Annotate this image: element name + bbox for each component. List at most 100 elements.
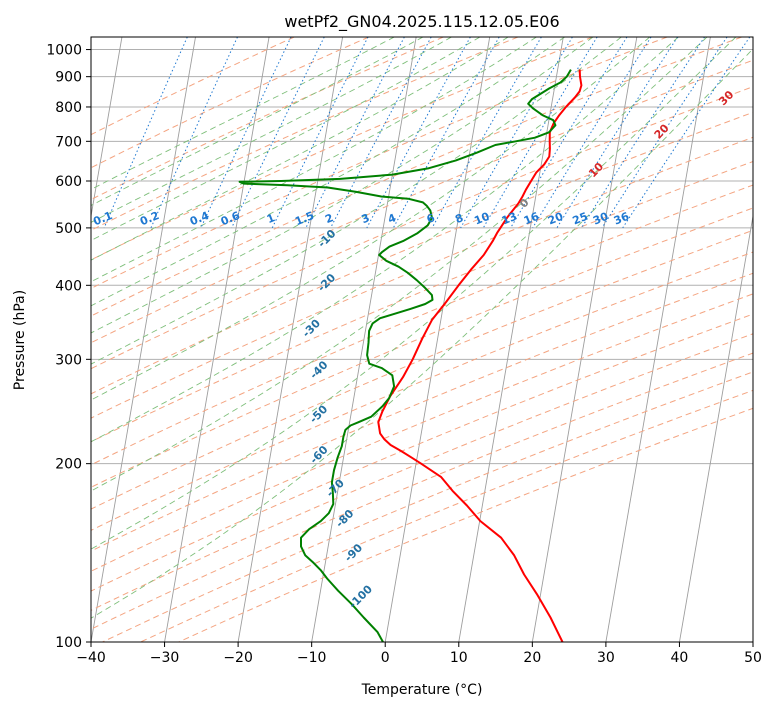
mixing-ratio-line — [460, 37, 573, 229]
y-tick-label: 300 — [55, 352, 82, 368]
isotherm-line — [384, 37, 491, 642]
mixing-ratio-label: 3 — [359, 211, 371, 226]
isotherm-line — [679, 213, 753, 642]
dry-adiabat-line — [91, 37, 593, 261]
x-tick-label: 40 — [671, 650, 689, 666]
isotherm-line — [752, 639, 753, 642]
mixing-ratio-line — [556, 37, 679, 229]
dewpoint-line — [238, 69, 572, 642]
dry-adiabat-line — [91, 37, 295, 136]
dry-adiabat-line — [91, 251, 753, 531]
x-axis: −40 −30 −20 −10 0 10 20 30 40 50 — [76, 642, 762, 666]
dry-adiabat-line — [91, 37, 369, 169]
x-tick-label: −10 — [297, 650, 327, 666]
dry-adiabat-line — [91, 313, 753, 592]
moist-adiabat-line — [91, 37, 651, 401]
mixing-ratio-line — [622, 37, 751, 229]
moist-adiabat-line — [91, 37, 395, 190]
x-tick-label: 30 — [597, 650, 615, 666]
adiabat-label: -10 — [315, 227, 338, 250]
mixing-ratio-label: 6 — [425, 211, 437, 226]
isotherm-line — [91, 37, 196, 642]
mixing-ratio-line — [601, 37, 728, 229]
adiabat-label: -60 — [307, 443, 330, 466]
dry-adiabat-line — [91, 333, 753, 611]
x-axis-label: Temperature (°C) — [361, 682, 483, 698]
dry-adiabat-line — [91, 37, 444, 201]
mixing-ratio-label: 8 — [453, 211, 465, 226]
dry-adiabat-line — [178, 407, 753, 642]
dry-adiabat-line — [91, 37, 519, 231]
adiabat-label: -40 — [307, 358, 330, 381]
dry-adiabat-line — [91, 272, 753, 552]
adiabat-label: 30 — [716, 88, 736, 108]
mixing-ratio-label: 4 — [386, 211, 398, 226]
x-tick-label: −40 — [76, 650, 106, 666]
moist-adiabat-line — [91, 37, 424, 206]
plot-frame — [90, 36, 754, 643]
y-axis-label: Pressure (hPa) — [12, 290, 28, 390]
moist-adiabat-line — [91, 37, 565, 307]
chart-title: wetPf2_GN04.2025.115.12.05.E06 — [284, 12, 559, 32]
mixing-ratio-line — [305, 37, 405, 229]
y-tick-label: 400 — [55, 278, 82, 294]
moist-adiabat-line — [91, 37, 679, 443]
x-tick-label: −30 — [150, 650, 180, 666]
mixing-ratio-line — [482, 37, 598, 229]
isotherm-line — [311, 37, 417, 642]
mixing-ratio-label: 2 — [323, 211, 335, 226]
adiabat-label: -20 — [315, 271, 338, 294]
isotherm-line — [458, 37, 564, 642]
dry-adiabat-line — [91, 37, 668, 289]
y-axis: 100 200 300 400 500 600 700 800 900 1000 — [46, 43, 91, 651]
isotherm-line — [531, 37, 638, 642]
mixing-ratio-label: 13 — [500, 210, 519, 228]
x-tick-label: 50 — [744, 650, 762, 666]
temperature-line — [377, 69, 583, 642]
moist-adiabat-line — [91, 37, 594, 334]
isotherm-line — [605, 37, 711, 642]
dry-adiabat-line — [91, 59, 753, 344]
mixing-ratio-line — [366, 37, 471, 229]
adiabat-label: -70 — [324, 476, 347, 499]
y-tick-label: 500 — [55, 221, 82, 237]
y-tick-label: 1000 — [46, 43, 82, 59]
sounding-lines — [238, 69, 583, 642]
moist-adiabat-line — [91, 37, 452, 223]
mixing-ratio-line — [532, 37, 652, 229]
adiabat-label: -100 — [346, 582, 375, 611]
dry-adiabat-line — [140, 389, 753, 642]
x-tick-label: 10 — [450, 650, 468, 666]
mixing-ratio-label: 16 — [522, 210, 541, 228]
moist-adiabat-line — [91, 37, 537, 283]
mixing-ratio-line — [103, 37, 188, 229]
y-tick-label: 800 — [55, 100, 82, 116]
moist-adiabat-line — [91, 48, 753, 619]
moist-adiabat-line — [91, 37, 737, 550]
y-tick-label: 700 — [55, 134, 82, 150]
y-tick-label: 200 — [55, 457, 82, 473]
mixing-ratio-label: 0.4 — [188, 209, 211, 228]
mixing-ratio-line — [581, 37, 706, 229]
mixing-ratio-line — [150, 37, 238, 229]
mixing-ratio-line — [392, 37, 500, 229]
adiabat-label: -30 — [300, 317, 323, 340]
mixing-ratio-label: 1 — [265, 211, 277, 226]
isotherm-line — [91, 37, 123, 219]
dry-adiabat-line — [91, 184, 753, 466]
mixing-ratio-label: 10 — [472, 210, 491, 228]
background-lines — [91, 37, 753, 642]
moist-adiabat-line — [91, 37, 509, 261]
line-labels: 0.1 0.2 0.4 0.6 1 1.5 2 3 4 6 8 10 13 16 20 25 30 36-100-… — [91, 88, 736, 611]
mixing-ratio-line — [510, 37, 628, 229]
dry-adiabat-line — [91, 37, 742, 317]
y-tick-label: 600 — [55, 174, 82, 190]
mixing-ratio-line — [271, 37, 369, 229]
x-tick-label: −20 — [223, 650, 253, 666]
dry-adiabat-line — [102, 371, 753, 642]
x-tick-label: 20 — [523, 650, 541, 666]
y-tick-label: 100 — [55, 635, 82, 651]
adiabat-label: -50 — [307, 402, 330, 425]
moist-adiabat-line — [91, 37, 481, 242]
y-tick-label: 900 — [55, 70, 82, 86]
